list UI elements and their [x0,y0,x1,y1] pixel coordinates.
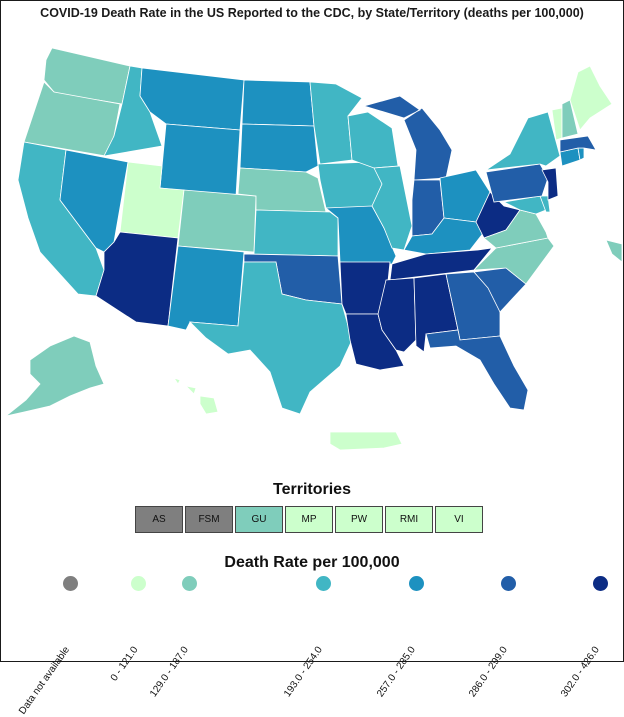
state-sd[interactable] [239,123,319,173]
state-pa[interactable] [485,163,549,203]
legend-item-4[interactable] [409,576,425,592]
territory-edge[interactable] [605,239,623,263]
legend-dot [593,576,608,591]
territory-mp[interactable]: MP [285,506,333,533]
state-wy[interactable] [159,123,241,197]
legend-dot [409,576,424,591]
legend-dot [316,576,331,591]
legend-dot [501,576,516,591]
state-ma[interactable] [559,135,597,153]
state-tx[interactable] [188,261,353,415]
state-de[interactable] [539,195,551,213]
territory-rmi[interactable]: RMI [385,506,433,533]
us-choropleth-map [5,47,623,451]
legend-heading: Death Rate per 100,000 [224,554,400,571]
state-hi[interactable] [173,377,219,415]
map-title: COVID-19 Death Rate in the US Reported t… [40,6,584,20]
state-nh[interactable] [561,99,579,139]
territory-pr[interactable] [329,431,403,451]
state-ia[interactable] [317,161,383,209]
state-az[interactable] [95,231,179,327]
state-mt[interactable] [139,67,245,131]
legend-item-2[interactable] [182,576,198,592]
legend-item-6[interactable] [593,576,609,592]
territory-pw[interactable]: PW [335,506,383,533]
legend-item-3[interactable] [316,576,332,592]
state-mi[interactable] [362,95,453,181]
state-nm[interactable] [167,245,245,331]
legend-dot [182,576,197,591]
state-wi[interactable] [347,111,399,169]
state-va[interactable] [483,209,549,249]
state-nj[interactable] [541,167,559,201]
state-ak[interactable] [5,335,105,417]
state-co[interactable] [177,189,257,253]
territory-as[interactable]: AS [135,506,183,533]
legend-item-1[interactable] [131,576,147,592]
legend-dot [63,576,78,591]
territory-vi[interactable]: VI [435,506,483,533]
state-ny[interactable] [485,111,561,171]
territories-heading: Territories [273,481,351,498]
state-ks[interactable] [253,209,339,257]
territory-fsm[interactable]: FSM [185,506,233,533]
state-nd[interactable] [241,79,315,127]
state-me[interactable] [569,65,613,131]
legend-item-na[interactable] [63,576,79,592]
legend-item-5[interactable] [501,576,517,592]
territories-row: AS FSM GU MP PW RMI VI [135,506,483,533]
legend-dot [131,576,146,591]
territory-gu[interactable]: GU [235,506,283,533]
state-il[interactable] [371,165,413,251]
state-fl[interactable] [425,329,529,411]
